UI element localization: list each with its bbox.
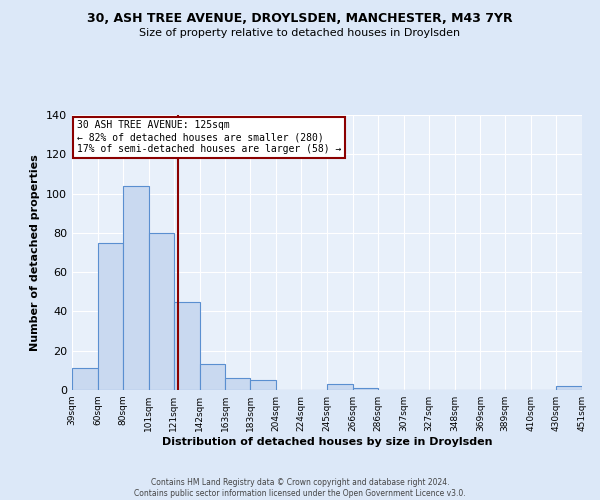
X-axis label: Distribution of detached houses by size in Droylsden: Distribution of detached houses by size … xyxy=(162,437,492,447)
Bar xyxy=(98,242,123,390)
Bar xyxy=(327,384,353,390)
Bar xyxy=(149,233,173,390)
Bar xyxy=(226,378,250,390)
Text: Size of property relative to detached houses in Droylsden: Size of property relative to detached ho… xyxy=(139,28,461,38)
Text: Contains HM Land Registry data © Crown copyright and database right 2024.
Contai: Contains HM Land Registry data © Crown c… xyxy=(134,478,466,498)
Bar xyxy=(353,388,378,390)
Bar xyxy=(72,368,98,390)
Bar xyxy=(123,186,149,390)
Y-axis label: Number of detached properties: Number of detached properties xyxy=(31,154,40,351)
Text: 30 ASH TREE AVENUE: 125sqm
← 82% of detached houses are smaller (280)
17% of sem: 30 ASH TREE AVENUE: 125sqm ← 82% of deta… xyxy=(77,120,341,154)
Bar xyxy=(556,386,582,390)
Bar xyxy=(250,380,276,390)
Text: 30, ASH TREE AVENUE, DROYLSDEN, MANCHESTER, M43 7YR: 30, ASH TREE AVENUE, DROYLSDEN, MANCHEST… xyxy=(87,12,513,26)
Bar xyxy=(199,364,226,390)
Bar xyxy=(173,302,199,390)
